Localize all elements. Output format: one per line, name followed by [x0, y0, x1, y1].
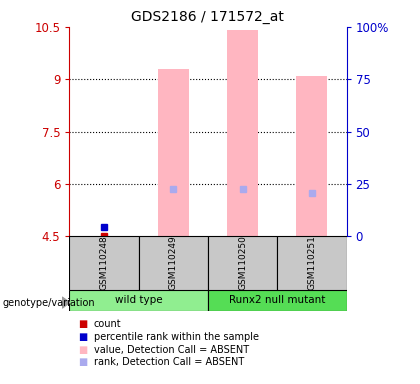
Text: Runx2 null mutant: Runx2 null mutant	[229, 295, 326, 306]
Text: ■: ■	[78, 345, 87, 355]
Bar	[208, 236, 277, 290]
Text: value, Detection Call = ABSENT: value, Detection Call = ABSENT	[94, 345, 249, 355]
Bar	[139, 236, 208, 290]
Text: percentile rank within the sample: percentile rank within the sample	[94, 332, 259, 342]
Text: wild type: wild type	[115, 295, 163, 306]
Text: GSM110251: GSM110251	[307, 236, 316, 290]
Bar	[158, 69, 189, 236]
Title: GDS2186 / 171572_at: GDS2186 / 171572_at	[131, 10, 284, 25]
Polygon shape	[62, 297, 70, 308]
Text: rank, Detection Call = ABSENT: rank, Detection Call = ABSENT	[94, 358, 244, 367]
Text: ■: ■	[78, 358, 87, 367]
Bar	[69, 290, 208, 311]
Bar	[296, 76, 328, 236]
Text: GSM110250: GSM110250	[238, 236, 247, 290]
Text: GSM110248: GSM110248	[100, 236, 108, 290]
Text: count: count	[94, 319, 121, 329]
Bar	[277, 236, 346, 290]
Text: GSM110249: GSM110249	[169, 236, 178, 290]
Text: ■: ■	[78, 319, 87, 329]
Text: ■: ■	[78, 332, 87, 342]
Text: genotype/variation: genotype/variation	[2, 298, 95, 308]
Bar	[227, 30, 258, 236]
Bar	[208, 290, 346, 311]
Bar	[69, 236, 139, 290]
